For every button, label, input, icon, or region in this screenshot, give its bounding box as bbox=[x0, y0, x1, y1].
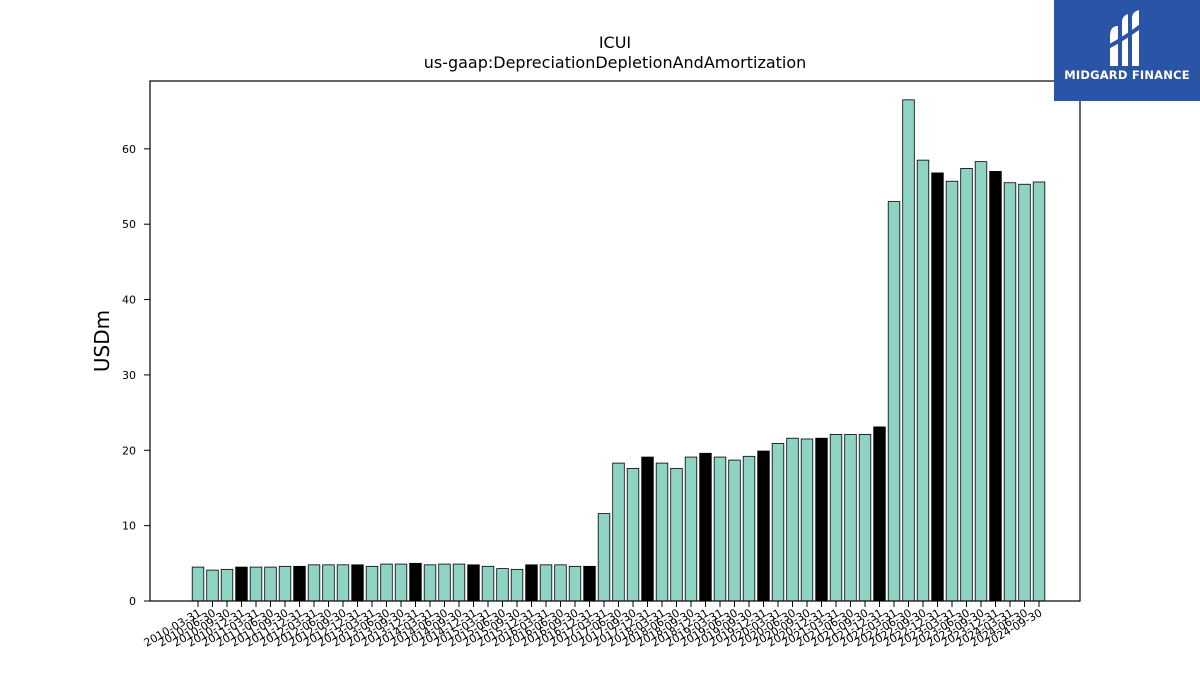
y-tick-label: 40 bbox=[122, 294, 136, 307]
bar-2020-03-31 bbox=[771, 443, 785, 602]
bar-2010-09-30 bbox=[220, 568, 234, 602]
bar-2017-12-31 bbox=[641, 456, 654, 602]
bar-2018-12-31 bbox=[699, 452, 712, 602]
x-ticks-group: 2010-03-312010-06-302010-09-302010-12-31… bbox=[142, 601, 1045, 650]
bar-2018-06-30 bbox=[670, 467, 683, 602]
bar-2019-06-30 bbox=[728, 459, 741, 602]
bar-2017-06-30 bbox=[612, 462, 625, 602]
bar-2012-09-30 bbox=[336, 564, 350, 602]
bar-2023-12-31 bbox=[989, 171, 1002, 602]
bar-2018-09-30 bbox=[684, 456, 698, 602]
bar-2011-09-30 bbox=[278, 565, 292, 602]
bar-2022-03-31 bbox=[887, 201, 901, 602]
bar-2014-03-31 bbox=[423, 564, 437, 602]
bar-2017-09-30 bbox=[626, 467, 640, 602]
bar-2013-12-31 bbox=[409, 562, 422, 602]
bar-2010-03-31 bbox=[191, 566, 205, 602]
bar-2021-06-30 bbox=[844, 434, 857, 602]
midgard-finance-logo: MIDGARD FINANCE bbox=[1054, 0, 1200, 101]
y-ticks-group: 0 10 20 30 40 50 60 bbox=[122, 143, 150, 608]
bar-2012-03-31 bbox=[307, 564, 321, 602]
bar-2018-03-31 bbox=[655, 462, 669, 602]
y-tick-label: 0 bbox=[129, 595, 136, 608]
bar-2019-09-30 bbox=[742, 455, 756, 602]
bar-2024-03-31 bbox=[1003, 182, 1017, 602]
chart-subtitle: us-gaap:DepreciationDepletionAndAmortiza… bbox=[424, 53, 807, 72]
bar-2010-06-30 bbox=[206, 569, 219, 602]
bar-2011-12-31 bbox=[293, 565, 306, 602]
y-tick-label: 20 bbox=[122, 444, 136, 457]
bar-2022-06-30 bbox=[902, 99, 915, 602]
midgard-logo-mark-icon bbox=[1105, 10, 1148, 66]
bar-2014-06-30 bbox=[438, 563, 451, 602]
bar-2017-03-31 bbox=[597, 513, 611, 602]
bar-2021-03-31 bbox=[829, 434, 843, 602]
bar-2013-06-30 bbox=[380, 563, 393, 602]
logo-text: MIDGARD FINANCE bbox=[1064, 68, 1190, 82]
bar-2014-12-31 bbox=[467, 564, 480, 602]
bars-group bbox=[191, 99, 1046, 602]
bar-2024-09-30 bbox=[1032, 181, 1046, 602]
bar-2016-12-31 bbox=[583, 565, 596, 602]
bar-2016-03-31 bbox=[539, 564, 553, 602]
bar-2024-06-30 bbox=[1018, 183, 1031, 602]
bar-2021-12-31 bbox=[873, 426, 886, 602]
bar-2023-06-30 bbox=[960, 168, 973, 602]
bar-2020-12-31 bbox=[815, 437, 828, 602]
bar-2015-06-30 bbox=[496, 568, 509, 602]
bar-2016-09-30 bbox=[568, 565, 582, 602]
bar-2022-09-30 bbox=[916, 159, 930, 602]
bar-2021-09-30 bbox=[858, 434, 872, 602]
bar-2020-09-30 bbox=[800, 438, 814, 602]
y-tick-label: 10 bbox=[122, 520, 136, 533]
chart-title: ICUI bbox=[599, 33, 631, 52]
y-axis-label: USDm bbox=[90, 310, 114, 372]
bar-2013-09-30 bbox=[394, 563, 408, 602]
bar-2016-06-30 bbox=[554, 564, 567, 602]
bar-2019-12-31 bbox=[757, 450, 770, 602]
bar-2023-03-31 bbox=[945, 180, 959, 602]
bar-2011-03-31 bbox=[249, 566, 263, 602]
bar-2012-12-31 bbox=[351, 564, 364, 602]
y-tick-label: 50 bbox=[122, 218, 136, 231]
bar-2020-06-30 bbox=[786, 437, 799, 602]
bar-2022-12-31 bbox=[931, 172, 944, 602]
bar-2023-09-30 bbox=[974, 161, 988, 602]
bar-2015-03-31 bbox=[481, 565, 495, 602]
plot-frame bbox=[149, 80, 1081, 602]
bar-2013-03-31 bbox=[365, 565, 379, 602]
bar-2010-12-31 bbox=[235, 566, 248, 602]
bar-2011-06-30 bbox=[264, 566, 277, 602]
bar-2015-09-30 bbox=[510, 568, 524, 602]
bar-2012-06-30 bbox=[322, 564, 335, 602]
bar-2014-09-30 bbox=[452, 563, 466, 602]
bar-2015-12-31 bbox=[525, 564, 538, 602]
y-tick-label: 60 bbox=[122, 143, 136, 156]
y-tick-label: 30 bbox=[122, 369, 136, 382]
bar-2019-03-31 bbox=[713, 456, 727, 602]
